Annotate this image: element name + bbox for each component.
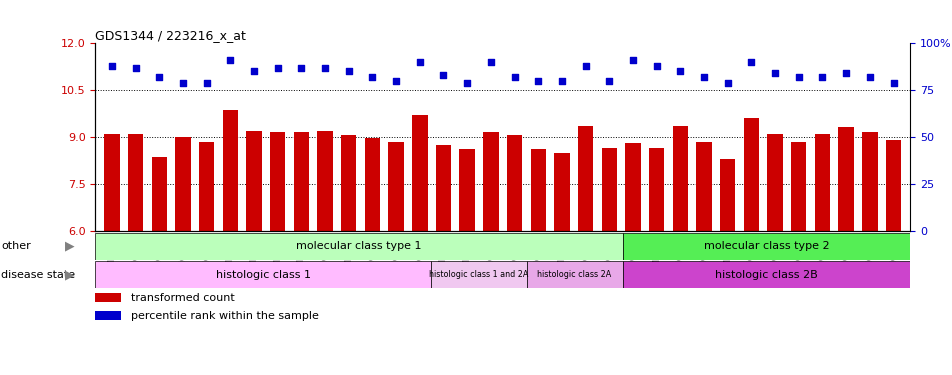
Point [838,70,853,76]
Bar [648,148,664,231]
Point [317,64,332,70]
Bar [554,153,569,231]
Point [483,59,498,65]
Point [223,57,238,63]
Point [885,80,901,86]
Text: GDS1344 / 223216_x_at: GDS1344 / 223216_x_at [95,29,246,42]
Bar [622,232,909,260]
Bar [577,126,593,231]
Point [104,63,119,69]
Bar [885,140,901,231]
Bar [104,134,119,231]
Bar [766,134,782,231]
Point [862,74,877,80]
Bar [95,293,121,302]
Bar [625,143,640,231]
Bar [388,142,404,231]
Bar [95,261,430,288]
Point [293,64,308,70]
Point [648,63,664,69]
Bar [838,128,853,231]
Text: percentile rank within the sample: percentile rank within the sample [131,311,319,321]
Bar [743,118,759,231]
Bar [459,149,474,231]
Point [743,59,758,65]
Bar [223,110,238,231]
Text: ▶: ▶ [65,268,74,281]
Point [672,68,687,74]
Point [269,64,285,70]
Point [766,70,782,76]
Bar [862,132,877,231]
Bar [430,261,526,288]
Point [365,74,380,80]
Bar [696,142,711,231]
Bar [293,132,308,231]
Bar [95,232,622,260]
Bar [317,130,332,231]
Bar [128,134,143,231]
Bar [790,142,805,231]
Text: other: other [1,241,30,251]
Bar [506,135,522,231]
Bar [151,157,167,231]
Bar [526,261,622,288]
Bar [411,115,427,231]
Text: molecular class type 1: molecular class type 1 [296,241,421,251]
Point [601,78,616,84]
Bar [622,261,909,288]
Point [554,78,569,84]
Point [530,78,545,84]
Bar [672,126,687,231]
Point [790,74,805,80]
Bar [341,135,356,231]
Bar [246,130,262,231]
Text: transformed count: transformed count [131,293,234,303]
Text: histologic class 2B: histologic class 2B [714,270,817,280]
Text: ▶: ▶ [65,240,74,252]
Bar [269,132,285,231]
Point [459,80,474,86]
Text: histologic class 2A: histologic class 2A [537,270,611,279]
Point [128,64,143,70]
Point [506,74,522,80]
Bar [95,311,121,320]
Bar [530,149,545,231]
Point [696,74,711,80]
Text: histologic class 1: histologic class 1 [215,270,310,280]
Point [341,68,356,74]
Point [247,68,262,74]
Bar [175,137,190,231]
Text: histologic class 1 and 2A: histologic class 1 and 2A [428,270,527,279]
Bar [720,159,735,231]
Bar [601,148,616,231]
Point [151,74,167,80]
Text: molecular class type 2: molecular class type 2 [703,241,828,251]
Point [388,78,404,84]
Bar [199,142,214,231]
Point [814,74,829,80]
Bar [435,145,450,231]
Point [199,80,214,86]
Bar [483,132,498,231]
Bar [365,138,380,231]
Point [175,80,190,86]
Text: disease state: disease state [1,270,75,280]
Point [435,72,450,78]
Point [412,59,427,65]
Point [625,57,640,63]
Point [577,63,592,69]
Point [720,80,735,86]
Bar [814,134,829,231]
